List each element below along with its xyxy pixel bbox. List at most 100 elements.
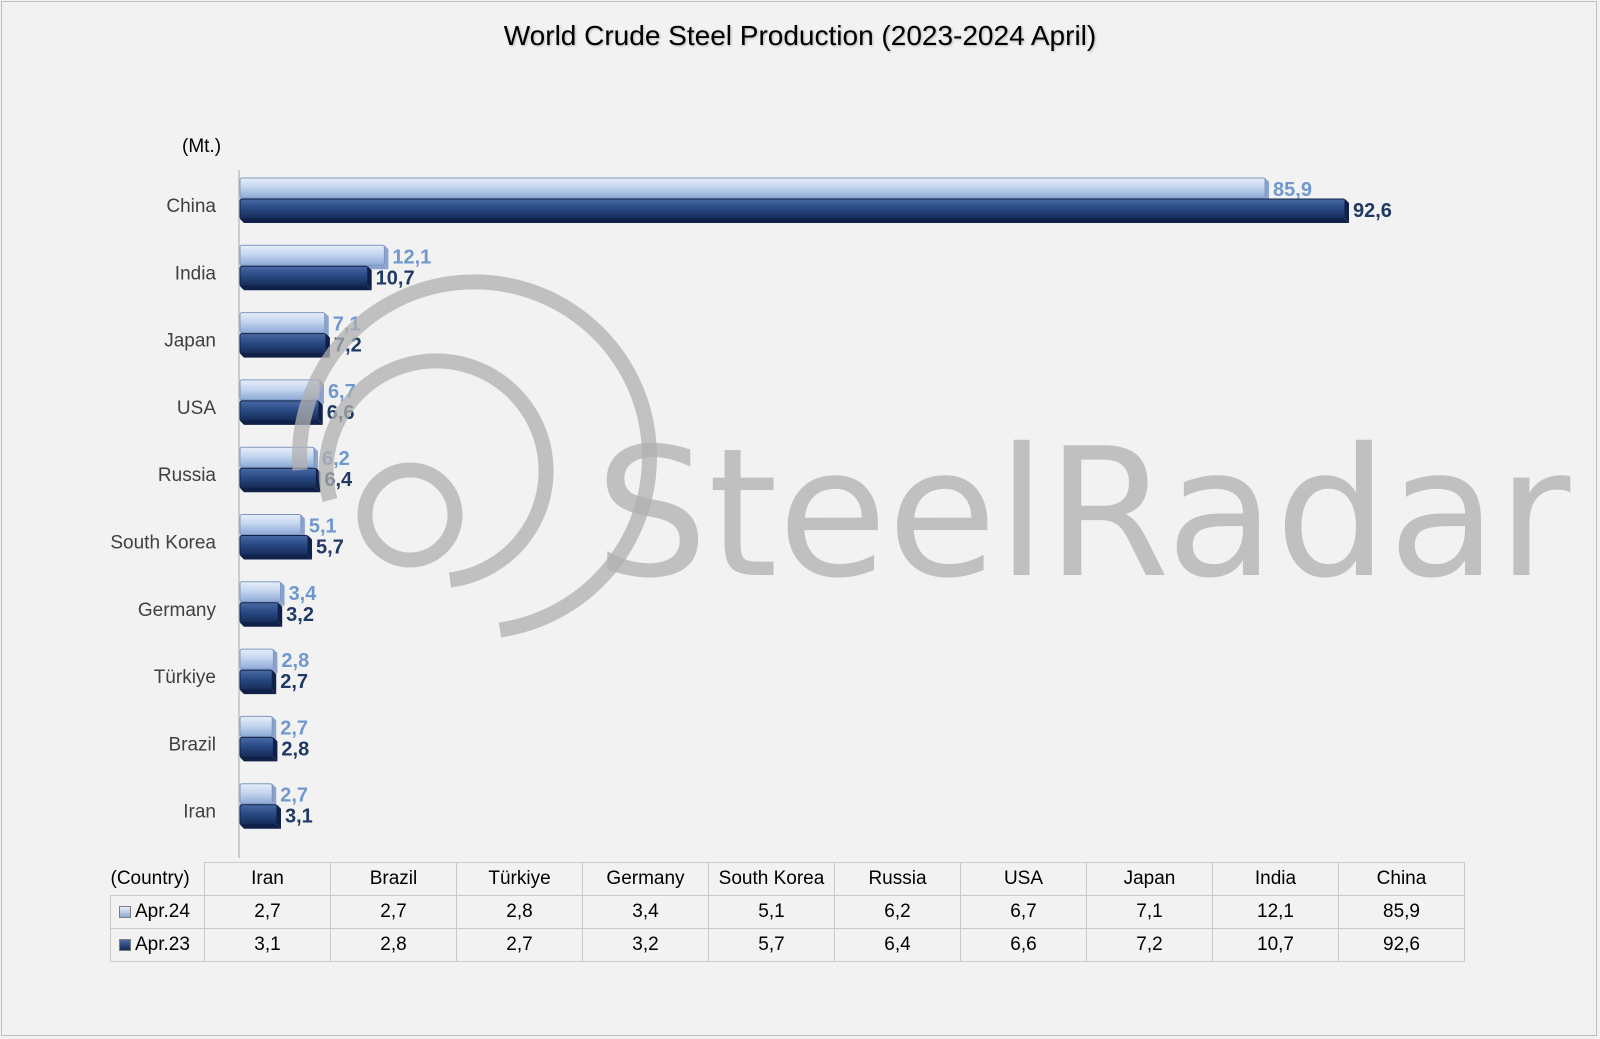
table-cell: 2,7: [456, 928, 583, 962]
bar-side-apr24: [272, 783, 277, 808]
bar-apr23: [239, 333, 327, 355]
bar-side-apr23: [316, 468, 321, 493]
data-label-apr23: 3,1: [285, 806, 313, 828]
table-cell: 6,2: [834, 895, 961, 929]
bar-apr24: [239, 244, 385, 266]
bar-bottom-apr23: [240, 420, 323, 425]
table-cell: 5,1: [708, 895, 835, 929]
bar-apr24: [239, 446, 315, 468]
table-cell: 10,7: [1212, 928, 1339, 962]
data-label-apr24: 2,7: [280, 717, 308, 739]
table-cell: 5,7: [708, 928, 835, 962]
table-col-header: Japan: [1086, 862, 1213, 896]
category-label: Germany: [138, 600, 217, 621]
table-row-apr23: Apr.23 3,1 2,8 2,7 3,2 5,7 6,4 6,6 7,2 1…: [110, 928, 1465, 962]
table-cell: 2,8: [330, 928, 457, 962]
bar-side-apr24: [313, 447, 318, 472]
data-label-apr24: 85,9: [1273, 179, 1312, 201]
bar-side-apr24: [324, 312, 329, 337]
bar-bottom-apr23: [240, 286, 372, 291]
table-col-header: Türkiye: [456, 862, 583, 896]
table-cell: 7,2: [1086, 928, 1213, 962]
bar-side-apr24: [319, 379, 324, 404]
table-cell: 6,7: [960, 895, 1087, 929]
table-col-header: Russia: [834, 862, 961, 896]
table-col-header: Brazil: [330, 862, 457, 896]
bar-side-apr23: [276, 804, 281, 829]
bar-side-apr23: [318, 400, 323, 425]
bar-side-apr24: [273, 649, 278, 674]
bar-side-apr23: [367, 266, 372, 291]
table-cell: 85,9: [1338, 895, 1465, 929]
table-col-header: Iran: [204, 862, 331, 896]
data-table: (Country) Iran Brazil Türkiye Germany So…: [110, 862, 1465, 962]
bar-side-apr23: [272, 670, 277, 695]
table-cell: 6,6: [960, 928, 1087, 962]
data-label-apr23: 92,6: [1353, 200, 1392, 222]
table-corner: (Country): [110, 862, 205, 896]
bar-side-apr23: [325, 333, 330, 358]
bar-side-apr23: [273, 737, 278, 762]
bar-apr23: [239, 804, 278, 826]
bar-side-apr24: [384, 245, 389, 270]
bar-apr23: [239, 198, 1346, 220]
category-label: India: [175, 263, 217, 284]
unit-label: (Mt.): [182, 136, 222, 157]
bar-apr24: [239, 312, 326, 334]
bar-side-apr23: [308, 535, 313, 560]
legend-key-apr23-icon: [119, 938, 131, 951]
data-label-apr23: 6,4: [324, 469, 353, 491]
data-label-apr23: 6,6: [327, 402, 355, 424]
category-label: Türkiye: [154, 667, 216, 688]
legend-label: Apr.23: [135, 934, 190, 955]
table-col-header: India: [1212, 862, 1339, 896]
bar-side-apr24: [272, 716, 277, 741]
table-cell: 3,4: [582, 895, 709, 929]
bar-bottom-apr23: [240, 353, 330, 358]
data-label-apr24: 5,1: [309, 516, 337, 538]
chart-title: World Crude Steel Production (2023-2024 …: [503, 20, 1097, 51]
bar-side-apr24: [1265, 178, 1270, 202]
bar-apr24: [239, 177, 1266, 199]
data-label-apr23: 5,7: [316, 537, 344, 559]
category-label: Iran: [183, 802, 216, 823]
bar-bottom-apr23: [240, 219, 1349, 223]
bar-side-apr24: [280, 581, 285, 606]
bar-bottom-apr23: [240, 824, 281, 829]
category-label: Russia: [158, 465, 217, 486]
table-cell: 2,7: [204, 895, 331, 929]
data-label-apr24: 7,1: [333, 314, 361, 336]
category-label: Japan: [164, 331, 216, 352]
bar-apr23: [239, 265, 369, 287]
data-label-apr24: 2,7: [280, 785, 308, 807]
bar-apr24: [239, 581, 282, 603]
bar-side-apr24: [300, 514, 305, 539]
bar-apr24: [239, 379, 321, 401]
data-label-apr24: 6,7: [328, 381, 356, 403]
category-label: Brazil: [168, 734, 216, 755]
table-header-row: (Country) Iran Brazil Türkiye Germany So…: [110, 862, 1465, 896]
data-label-apr23: 3,2: [286, 604, 314, 626]
bar-apr23: [239, 400, 320, 422]
category-label: South Korea: [110, 533, 216, 554]
bar-apr23: [239, 602, 279, 624]
data-label-apr23: 2,8: [281, 738, 309, 760]
bar-apr23: [239, 669, 273, 691]
bar-apr23: [239, 736, 274, 758]
table-cell: 3,2: [582, 928, 709, 962]
table-row-apr24: Apr.24 2,7 2,7 2,8 3,4 5,1 6,2 6,7 7,1 1…: [110, 895, 1465, 929]
bar-chart: China 85,9 92,6 India 12,110,7 Japan 7,17,2 USA…: [110, 170, 1392, 858]
table-col-header: South Korea: [708, 862, 835, 896]
data-label-apr24: 3,4: [289, 583, 318, 605]
table-cell: 2,8: [456, 895, 583, 929]
bar-apr24: [239, 715, 273, 737]
bar-bottom-apr23: [240, 757, 278, 762]
bar-apr24: [239, 648, 274, 670]
data-label-apr23: 2,7: [280, 671, 308, 693]
category-label: China: [166, 196, 216, 217]
data-label-apr24: 12,1: [392, 246, 431, 268]
bar-side-apr23: [1345, 199, 1349, 223]
bar-apr24: [239, 783, 273, 805]
table-cell: 3,1: [204, 928, 331, 962]
data-label-apr23: 10,7: [376, 267, 415, 289]
